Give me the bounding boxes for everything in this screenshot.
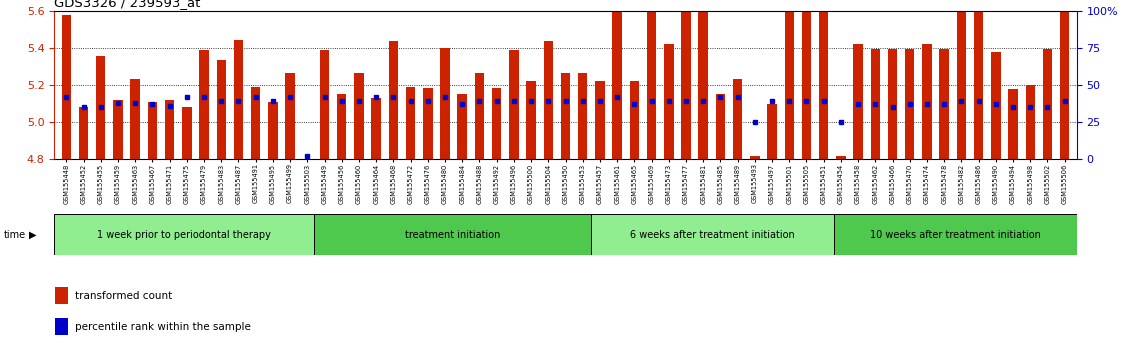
Text: percentile rank within the sample: percentile rank within the sample: [75, 322, 251, 332]
Bar: [854, 44, 863, 159]
Bar: [314, 214, 592, 255]
Bar: [785, 0, 794, 159]
Text: transformed count: transformed count: [75, 291, 172, 301]
Bar: [630, 81, 639, 159]
Bar: [767, 104, 777, 159]
Text: 6 weeks after treatment initiation: 6 weeks after treatment initiation: [630, 229, 795, 240]
Bar: [974, 0, 983, 159]
Bar: [991, 52, 1001, 159]
Bar: [595, 81, 605, 159]
Bar: [871, 49, 880, 159]
Bar: [55, 318, 68, 335]
Bar: [1026, 85, 1035, 159]
Text: ▶: ▶: [29, 229, 37, 240]
Bar: [130, 79, 140, 159]
Bar: [819, 0, 828, 159]
Bar: [406, 87, 415, 159]
Bar: [458, 94, 467, 159]
Bar: [55, 287, 68, 304]
Bar: [423, 88, 432, 159]
Bar: [1043, 49, 1052, 159]
Bar: [492, 88, 501, 159]
Bar: [526, 81, 536, 159]
Bar: [113, 100, 122, 159]
Bar: [664, 44, 673, 159]
Bar: [544, 41, 553, 159]
Bar: [750, 155, 760, 159]
Bar: [165, 100, 174, 159]
Bar: [440, 48, 450, 159]
Bar: [234, 40, 243, 159]
Bar: [834, 214, 1077, 255]
Bar: [182, 107, 191, 159]
Bar: [199, 50, 209, 159]
Bar: [148, 102, 157, 159]
Bar: [61, 15, 71, 159]
Bar: [592, 214, 834, 255]
Bar: [561, 73, 570, 159]
Bar: [1009, 89, 1018, 159]
Bar: [940, 49, 949, 159]
Bar: [320, 50, 329, 159]
Bar: [957, 0, 966, 159]
Bar: [699, 4, 708, 159]
Bar: [79, 107, 88, 159]
Bar: [888, 49, 897, 159]
Bar: [647, 0, 656, 159]
Bar: [371, 98, 381, 159]
Text: time: time: [3, 229, 26, 240]
Bar: [1060, 0, 1070, 159]
Bar: [612, 0, 622, 159]
Text: treatment initiation: treatment initiation: [405, 229, 501, 240]
Bar: [285, 73, 295, 159]
Bar: [54, 214, 314, 255]
Bar: [96, 56, 105, 159]
Bar: [268, 102, 277, 159]
Bar: [389, 41, 398, 159]
Bar: [216, 60, 226, 159]
Bar: [905, 49, 915, 159]
Bar: [922, 44, 932, 159]
Bar: [251, 87, 260, 159]
Text: GDS3326 / 239593_at: GDS3326 / 239593_at: [54, 0, 200, 10]
Text: 1 week prior to periodontal therapy: 1 week prior to periodontal therapy: [97, 229, 271, 240]
Bar: [337, 94, 346, 159]
Bar: [802, 0, 811, 159]
Bar: [578, 73, 587, 159]
Text: 10 weeks after treatment initiation: 10 weeks after treatment initiation: [870, 229, 1041, 240]
Bar: [716, 94, 725, 159]
Bar: [509, 50, 519, 159]
Bar: [354, 73, 364, 159]
Bar: [475, 73, 484, 159]
Bar: [681, 0, 691, 159]
Bar: [733, 79, 742, 159]
Bar: [836, 155, 846, 159]
